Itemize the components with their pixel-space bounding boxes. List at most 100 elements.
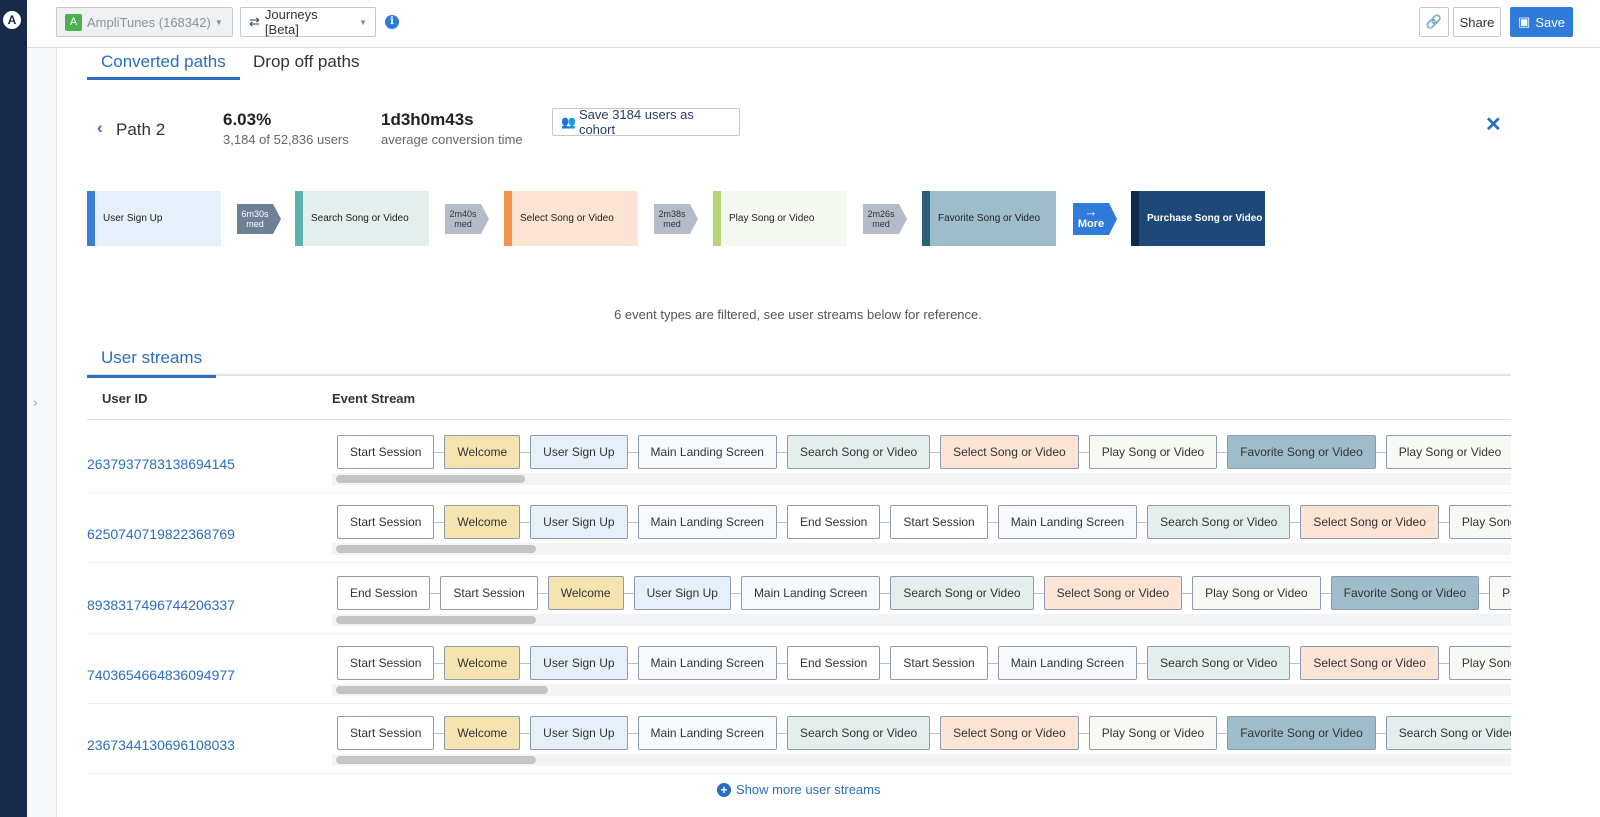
event-chip[interactable]: Search Song or Video: [1147, 646, 1291, 680]
save-label: Save: [1535, 14, 1565, 30]
event-connector: [627, 732, 638, 734]
path-step[interactable]: User Sign Up: [87, 191, 221, 246]
event-chip[interactable]: Main Landing Screen: [997, 505, 1138, 539]
share-button[interactable]: Share: [1453, 7, 1501, 37]
event-chip[interactable]: User Sign Up: [530, 505, 628, 539]
event-chip[interactable]: Favorite Song or Video: [1227, 435, 1376, 469]
event-chip[interactable]: Welcome: [547, 576, 624, 610]
column-header-user-id: User ID: [102, 391, 148, 406]
event-connector: [1479, 592, 1490, 594]
table-row: 2367344130696108033 Start Session Welcome U…: [87, 704, 1511, 774]
amplitude-logo-icon[interactable]: A: [3, 11, 21, 29]
event-chip[interactable]: Select Song or Video: [940, 435, 1079, 469]
more-label: More: [1077, 218, 1105, 230]
conversion-percent: 6.03%: [223, 110, 272, 129]
tab-drop-off-paths[interactable]: Drop off paths: [253, 52, 360, 71]
horizontal-scrollbar[interactable]: [336, 475, 525, 483]
event-chip[interactable]: Play Song or Video: [1088, 716, 1218, 750]
user-id-link[interactable]: 8938317496744206337: [87, 597, 235, 613]
horizontal-scrollbar[interactable]: [336, 686, 548, 694]
event-chip[interactable]: Main Landing Screen: [637, 435, 777, 469]
event-chip[interactable]: Welcome: [444, 646, 521, 680]
link-icon: 🔗: [1425, 14, 1443, 29]
event-chip[interactable]: Search Song or Video: [786, 716, 931, 750]
event-connector: [434, 451, 445, 453]
table-row: 7403654664836094977 Start Session Welcome U…: [87, 634, 1511, 704]
path-step[interactable]: Purchase Song or Video: [1131, 191, 1265, 246]
user-id-link[interactable]: 6250740719822368769: [87, 526, 235, 542]
tab-user-streams[interactable]: User streams: [87, 348, 217, 378]
event-connector: [776, 732, 787, 734]
event-chip[interactable]: Play Song or Video: [1448, 646, 1511, 680]
event-chip[interactable]: Start Session: [337, 435, 435, 469]
path-step[interactable]: Search Song or Video: [295, 191, 429, 246]
event-chip[interactable]: Start Session: [337, 505, 435, 539]
event-connector: [520, 662, 531, 664]
event-chip[interactable]: Search Song or Video: [786, 435, 931, 469]
event-chip[interactable]: Start Session: [440, 576, 538, 610]
event-chip[interactable]: Play Song or Video: [1448, 505, 1511, 539]
event-chip[interactable]: End Session: [786, 646, 881, 680]
event-stream: Start Session Welcome User Sign Up Main Lan…: [332, 493, 1511, 561]
event-chip[interactable]: Search Song or Video: [1147, 505, 1291, 539]
event-chip[interactable]: Start Session: [337, 646, 435, 680]
event-chip[interactable]: Play Song or Video: [1385, 435, 1511, 469]
event-chip[interactable]: Favorite Song or Video: [1330, 576, 1480, 610]
event-chip[interactable]: User Sign Up: [530, 435, 628, 469]
user-id-link[interactable]: 2367344130696108033: [87, 737, 235, 753]
event-chip[interactable]: Select Song or Video: [940, 716, 1079, 750]
duration-sub: med: [246, 219, 264, 229]
event-chip[interactable]: End Session: [786, 505, 881, 539]
event-connector: [1217, 732, 1228, 734]
save-button[interactable]: ▣ Save: [1510, 7, 1573, 37]
table-row: 8938317496744206337 End Session Start Sess…: [87, 564, 1511, 634]
path-step[interactable]: Favorite Song or Video: [922, 191, 1056, 246]
horizontal-scrollbar[interactable]: [336, 545, 536, 553]
chevron-left-icon[interactable]: ‹: [97, 118, 103, 137]
event-chip[interactable]: Welcome: [444, 505, 521, 539]
show-more-button[interactable]: + Show more user streams: [717, 782, 881, 797]
event-chip[interactable]: User Sign Up: [530, 646, 628, 680]
chevron-right-icon[interactable]: ›: [33, 394, 38, 410]
event-chip[interactable]: Start Session: [337, 716, 435, 750]
event-chip[interactable]: Favorite Song or Video: [1227, 716, 1376, 750]
copy-link-button[interactable]: 🔗: [1419, 7, 1449, 37]
event-chip[interactable]: Search Song or Video: [890, 576, 1034, 610]
horizontal-scrollbar[interactable]: [336, 756, 536, 764]
horizontal-scrollbar[interactable]: [336, 616, 536, 624]
event-chip[interactable]: Play Song or Video: [1088, 435, 1218, 469]
event-chip[interactable]: Main Landing Screen: [637, 646, 777, 680]
project-selector[interactable]: A AmpliTunes (168342) ▼: [56, 7, 233, 37]
event-chip[interactable]: Select Song or Video: [1300, 505, 1439, 539]
path-step[interactable]: Select Song or Video: [504, 191, 638, 246]
path-step-label: User Sign Up: [103, 213, 163, 224]
event-chip[interactable]: Main Landing Screen: [637, 505, 777, 539]
user-id-link[interactable]: 2637937783138694145: [87, 456, 235, 472]
event-chip[interactable]: Search Song or Video: [1385, 716, 1511, 750]
event-chip[interactable]: User Sign Up: [530, 716, 628, 750]
filter-note: 6 event types are filtered, see user str…: [614, 307, 982, 322]
duration-time: 2m38s: [658, 209, 686, 219]
event-chip[interactable]: Start Session: [890, 505, 988, 539]
event-chip[interactable]: Main Landing Screen: [740, 576, 881, 610]
close-icon[interactable]: ✕: [1485, 114, 1502, 136]
event-chip[interactable]: End Session: [337, 576, 431, 610]
event-chip[interactable]: Main Landing Screen: [997, 646, 1138, 680]
user-id-link[interactable]: 7403654664836094977: [87, 667, 235, 683]
chart-type-selector[interactable]: ⇄ Journeys [Beta] ▼: [240, 7, 376, 37]
tab-converted-paths[interactable]: Converted paths: [87, 52, 240, 80]
event-chip[interactable]: Play Song or Video: [1489, 576, 1511, 610]
event-chip[interactable]: Select Song or Video: [1043, 576, 1183, 610]
save-cohort-button[interactable]: 👥 Save 3184 users as cohort: [552, 107, 740, 137]
event-chip[interactable]: Welcome: [444, 435, 521, 469]
path-step[interactable]: Play Song or Video: [713, 191, 847, 246]
event-chip[interactable]: Main Landing Screen: [637, 716, 777, 750]
event-chip[interactable]: Start Session: [890, 646, 988, 680]
more-steps-button[interactable]: → More: [1073, 203, 1117, 235]
event-chip[interactable]: Select Song or Video: [1300, 646, 1439, 680]
event-chip[interactable]: Welcome: [444, 716, 521, 750]
chevron-down-icon: ▼: [214, 17, 223, 27]
event-chip[interactable]: Play Song or Video: [1192, 576, 1321, 610]
event-chip[interactable]: User Sign Up: [633, 576, 731, 610]
info-icon[interactable]: i: [385, 15, 399, 29]
